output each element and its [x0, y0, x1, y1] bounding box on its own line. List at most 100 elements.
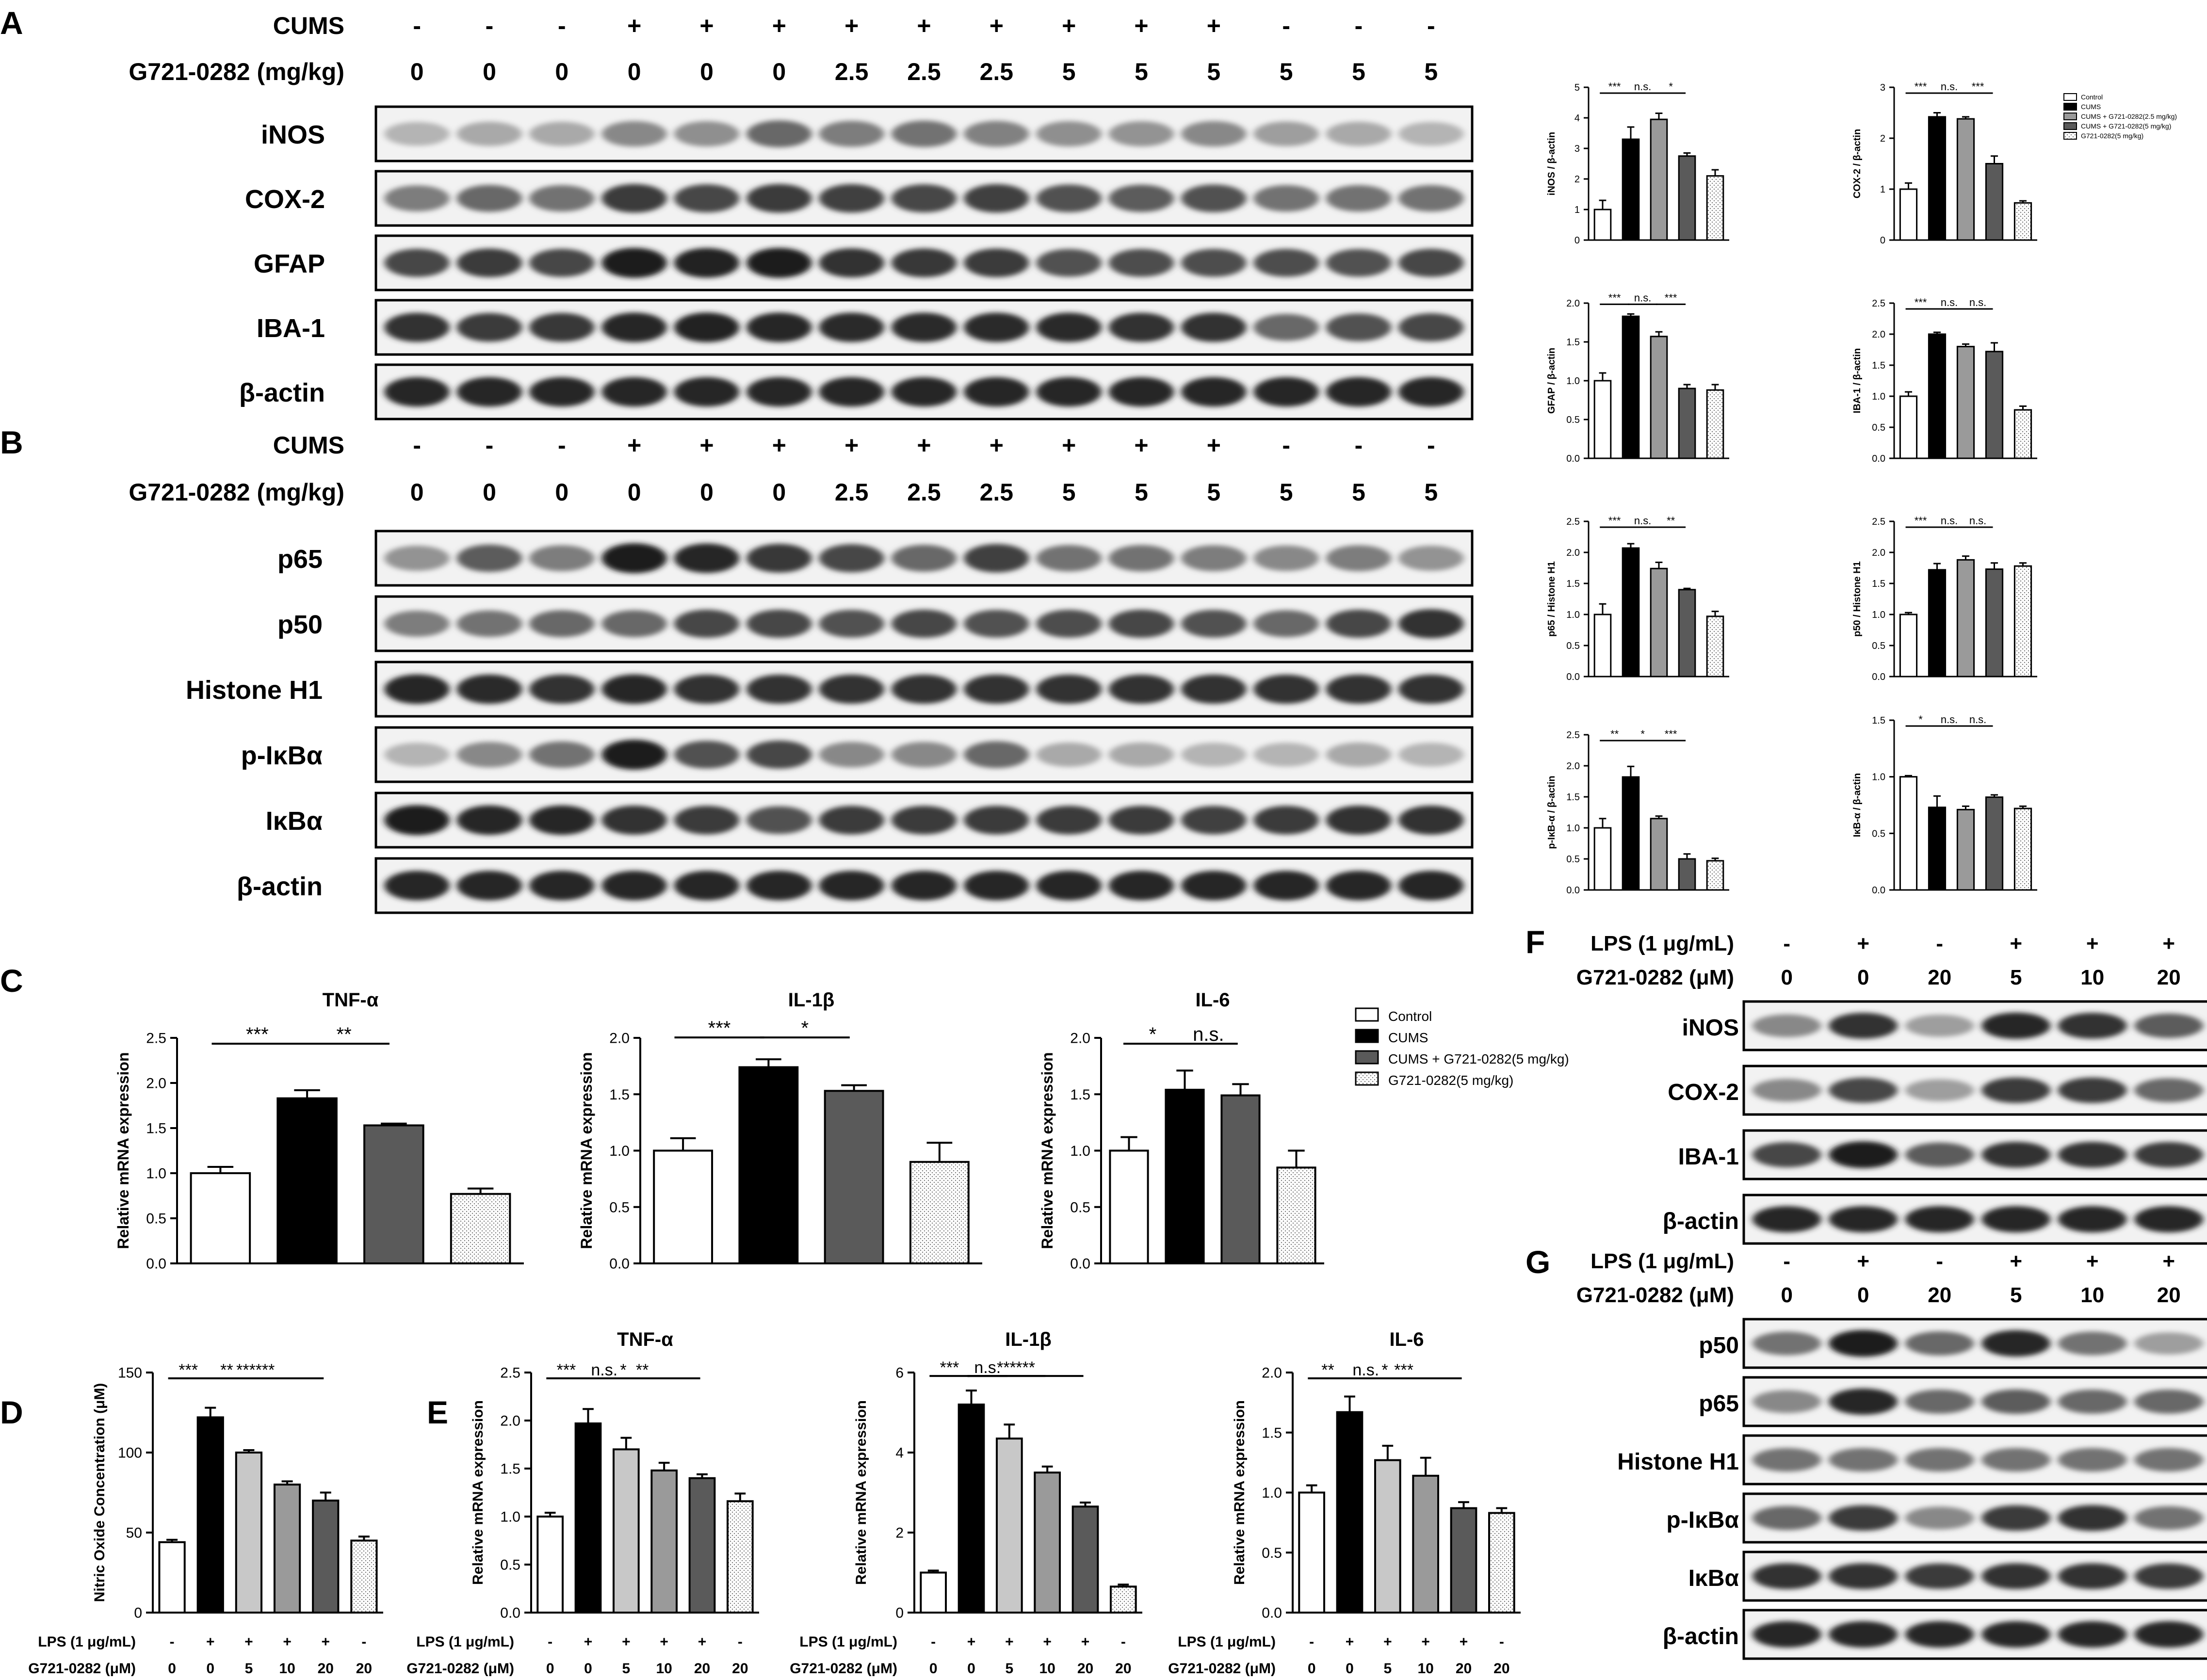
y-tick-label: 1.0 — [1872, 610, 1885, 620]
lps-sign: + — [660, 1634, 668, 1650]
significance-mark: *** — [246, 1024, 269, 1045]
dose-value: 0 — [700, 58, 714, 85]
protein-label: Histone H1 — [186, 676, 323, 705]
protein-label: β-actin — [237, 872, 323, 901]
dose-value: 20 — [694, 1661, 710, 1677]
protein-label: p-IκBα — [1666, 1507, 1739, 1533]
band — [1036, 674, 1102, 704]
bar — [1593, 827, 1612, 891]
band — [1398, 313, 1464, 342]
bar — [1899, 188, 1918, 241]
bar — [190, 1172, 251, 1264]
legend-entry: CUMS — [1388, 1030, 1428, 1045]
treatment-sign: - — [1427, 432, 1435, 459]
band — [1253, 743, 1319, 767]
significance-mark: *** — [1665, 291, 1677, 304]
dose-value: 5 — [1062, 479, 1076, 506]
band — [601, 543, 667, 573]
treatment-sign: + — [1207, 12, 1221, 39]
band — [529, 871, 595, 901]
y-tick-label: 1.0 — [1070, 1143, 1090, 1159]
band — [891, 674, 957, 704]
band — [891, 120, 957, 147]
dose-value: 0 — [1781, 1283, 1793, 1307]
bar — [1706, 175, 1724, 241]
significance-mark: n.s. — [1634, 291, 1651, 304]
y-tick-label: 0.5 — [1566, 415, 1580, 425]
y-tick-label: 2.0 — [1566, 548, 1580, 558]
dose-value: 10 — [279, 1661, 295, 1677]
band — [1398, 185, 1464, 212]
bar — [574, 1422, 602, 1614]
band — [1253, 610, 1319, 637]
y-tick-label: 0.0 — [1566, 885, 1580, 896]
dose-value: 2.5 — [980, 479, 1014, 506]
band — [384, 743, 450, 767]
bar — [612, 1448, 640, 1614]
bar-chart-C-TNF: 0.0 0.5 1.0 1.5 2.0 2.5 Relative mRNA expressi… — [114, 989, 524, 1272]
band — [1829, 1388, 1898, 1415]
panel-letter: A — [0, 5, 23, 41]
bar — [1336, 1411, 1363, 1614]
band — [456, 185, 522, 212]
band — [1181, 610, 1247, 638]
band — [674, 543, 740, 573]
dose-value: 0 — [555, 58, 568, 85]
y-tick-label: 2.5 — [1566, 730, 1580, 741]
y-axis-label: Nitric Oxide Concentration (μM) — [92, 1383, 108, 1602]
bar-chart-B-p50: 0.0 0.5 1.0 1.5 2.0 2.5 p50 / Histone H1 *** n.s… — [1852, 515, 2037, 682]
significance-mark: n.s. — [1969, 296, 1986, 308]
dose-value: 0 — [555, 479, 568, 506]
band — [1036, 742, 1102, 767]
y-tick-label: 1.0 — [1566, 610, 1580, 620]
band — [819, 248, 884, 278]
dose-value: 0 — [1857, 966, 1869, 989]
band — [891, 377, 957, 407]
y-tick-label: 0.5 — [1070, 1199, 1090, 1215]
band — [1398, 805, 1464, 835]
band — [384, 312, 450, 342]
band — [2058, 1505, 2127, 1531]
band — [529, 121, 595, 146]
band — [1108, 545, 1174, 572]
band — [674, 184, 740, 213]
band — [1398, 546, 1464, 571]
band — [1108, 312, 1174, 342]
bar — [1706, 860, 1724, 891]
y-tick-label: 1.0 — [146, 1166, 166, 1182]
y-tick-label: 2.0 — [1566, 761, 1580, 772]
band — [819, 610, 884, 638]
y-tick-label: 0.5 — [1566, 641, 1580, 651]
band — [2058, 1563, 2127, 1589]
band — [1981, 1206, 2051, 1233]
dose-value: 5 — [1207, 479, 1220, 506]
lps-row-label: LPS (1 μg/mL) — [1178, 1634, 1276, 1650]
band — [1181, 121, 1247, 147]
band — [1326, 674, 1392, 704]
y-tick-label: 2.0 — [1872, 548, 1885, 558]
band — [2134, 1563, 2204, 1589]
bar-chart-B-pIkBa: 0.00.51.01.52.02.5p-IκB-α / β-actin** * **… — [1546, 728, 1729, 896]
band — [746, 740, 812, 769]
band — [1829, 1206, 1898, 1233]
band — [1253, 806, 1319, 835]
bar — [909, 1161, 970, 1264]
band — [1181, 743, 1247, 767]
band — [1752, 1621, 1821, 1648]
significance-mark: * — [620, 1361, 626, 1379]
bar — [1985, 163, 2004, 241]
band — [1752, 1014, 1821, 1037]
band — [674, 312, 740, 342]
y-tick-label: 1.0 — [1872, 772, 1885, 783]
lps-sign: + — [622, 1634, 631, 1650]
y-tick-label: 2.5 — [500, 1365, 520, 1381]
y-axis-label: Relative mRNA expression — [114, 1052, 132, 1249]
bar — [1985, 796, 2004, 891]
dose-value: 20 — [1928, 966, 1951, 989]
band — [601, 871, 667, 901]
dose-value: 5 — [1383, 1661, 1392, 1677]
band — [1326, 249, 1392, 277]
treatment-sign: - — [1282, 432, 1290, 459]
band — [1398, 122, 1464, 146]
